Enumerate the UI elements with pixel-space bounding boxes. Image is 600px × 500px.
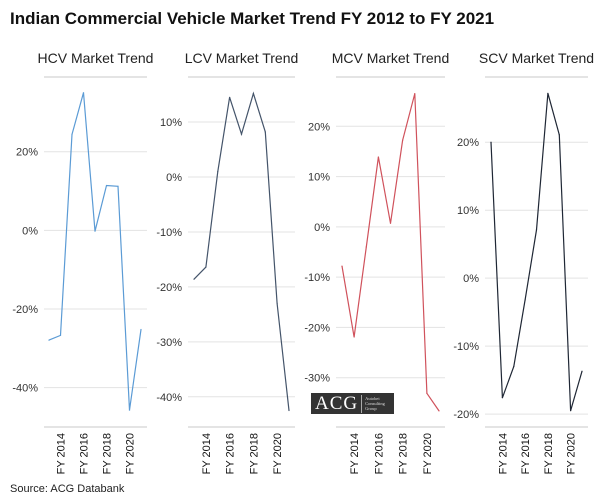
y-tick-label: 0% <box>314 222 330 234</box>
data-point <box>264 131 266 133</box>
series-line <box>48 92 142 411</box>
y-tick-label: -30% <box>304 373 330 385</box>
chart-scv: SCV Market Trend 20% 10% 0% -10% -20% FY 2014 F… <box>453 50 594 474</box>
data-point <box>105 184 108 187</box>
data-point <box>414 92 416 95</box>
data-point <box>341 265 343 267</box>
chart-title: LCV Market Trend <box>185 50 299 66</box>
data-point <box>48 339 50 341</box>
y-tick-label: 0% <box>166 172 182 184</box>
data-point <box>82 92 85 94</box>
x-tick-label: FY 2014 <box>497 433 509 474</box>
data-point <box>193 278 195 280</box>
x-tick-label: FY 2016 <box>520 433 532 474</box>
y-tick-label: -10% <box>156 227 182 239</box>
x-tick-label: FY 2020 <box>422 433 434 474</box>
y-tick-label: -30% <box>156 337 182 349</box>
y-tick-label: 10% <box>308 172 330 184</box>
data-point <box>570 410 572 412</box>
data-point <box>547 92 549 94</box>
chart-title: SCV Market Trend <box>479 50 594 66</box>
x-tick-label: FY 2014 <box>349 433 361 474</box>
x-tick-label: FY 2016 <box>79 433 91 474</box>
data-point <box>205 266 207 268</box>
data-point <box>501 397 503 399</box>
data-point <box>128 409 131 411</box>
x-tick-label: FY 2014 <box>56 433 68 474</box>
data-point <box>426 392 428 394</box>
series-line <box>193 91 290 411</box>
data-point <box>438 410 440 412</box>
y-tick-label: -40% <box>156 392 182 404</box>
chart-hcv: HCV Market Trend 20% 0% -20% -40% FY 2014 FY 2… <box>12 50 153 474</box>
chart-mcv: MCV Market Trend 20% 10% 0% -10% -20% -30% FY 2… <box>304 50 449 474</box>
data-point <box>217 170 219 173</box>
y-tick-label: 20% <box>16 147 38 159</box>
series-line <box>341 93 440 412</box>
data-point <box>353 336 355 338</box>
y-tick-label: 10% <box>457 205 479 217</box>
data-point <box>229 96 231 98</box>
y-tick-label: -20% <box>304 322 330 334</box>
y-tick-label: -20% <box>156 282 182 294</box>
page-title: Indian Commercial Vehicle Market Trend F… <box>10 9 495 28</box>
x-tick-label: FY 2016 <box>225 433 237 474</box>
data-point <box>513 365 515 368</box>
x-tick-label: FY 2020 <box>125 433 137 474</box>
chart-title: HCV Market Trend <box>38 50 154 66</box>
data-point <box>252 92 254 95</box>
data-point <box>240 133 243 135</box>
y-tick-label: -20% <box>453 409 479 421</box>
y-tick-label: -10% <box>304 272 330 284</box>
y-tick-label: -40% <box>12 383 38 395</box>
x-tick-label: FY 2014 <box>201 433 213 474</box>
x-tick-label: FY 2018 <box>102 433 114 474</box>
y-tick-label: 20% <box>457 137 479 149</box>
y-tick-label: 10% <box>160 117 182 129</box>
x-tick-label: FY 2018 <box>248 433 260 474</box>
acg-logo: ACG Autobei Consulting Group <box>311 393 394 414</box>
logo-text: ACG <box>311 394 363 413</box>
y-tick-label: 20% <box>308 121 330 133</box>
source-note: Source: ACG Databank <box>10 483 125 495</box>
series-line <box>490 93 583 411</box>
y-tick-label: 0% <box>463 273 479 285</box>
data-point <box>402 139 404 141</box>
y-tick-label: -10% <box>453 341 479 353</box>
data-point <box>59 334 62 336</box>
data-point <box>117 185 119 187</box>
y-tick-label: 0% <box>22 225 38 237</box>
x-tick-label: FY 2020 <box>272 433 284 474</box>
y-tick-label: -20% <box>12 304 38 316</box>
data-point <box>288 409 290 412</box>
data-point <box>71 133 73 136</box>
x-tick-label: FY 2016 <box>373 433 385 474</box>
chart-title: MCV Market Trend <box>332 50 449 66</box>
logo-subtext: Autobei Consulting Group <box>365 396 385 411</box>
x-tick-label: FY 2018 <box>543 433 555 474</box>
data-point <box>377 156 379 158</box>
data-point <box>140 328 142 331</box>
data-point <box>490 141 492 143</box>
data-point <box>389 222 392 224</box>
x-tick-label: FY 2018 <box>398 433 410 474</box>
data-point <box>94 230 96 232</box>
data-point <box>558 134 560 136</box>
chart-lcv: LCV Market Trend 10% 0% -10% -20% -30% -40% FY … <box>156 50 298 474</box>
x-tick-label: FY 2020 <box>566 433 578 474</box>
data-point <box>365 246 367 248</box>
data-point <box>581 370 583 372</box>
data-point <box>524 299 526 301</box>
data-point <box>535 229 538 231</box>
data-point <box>276 302 278 304</box>
